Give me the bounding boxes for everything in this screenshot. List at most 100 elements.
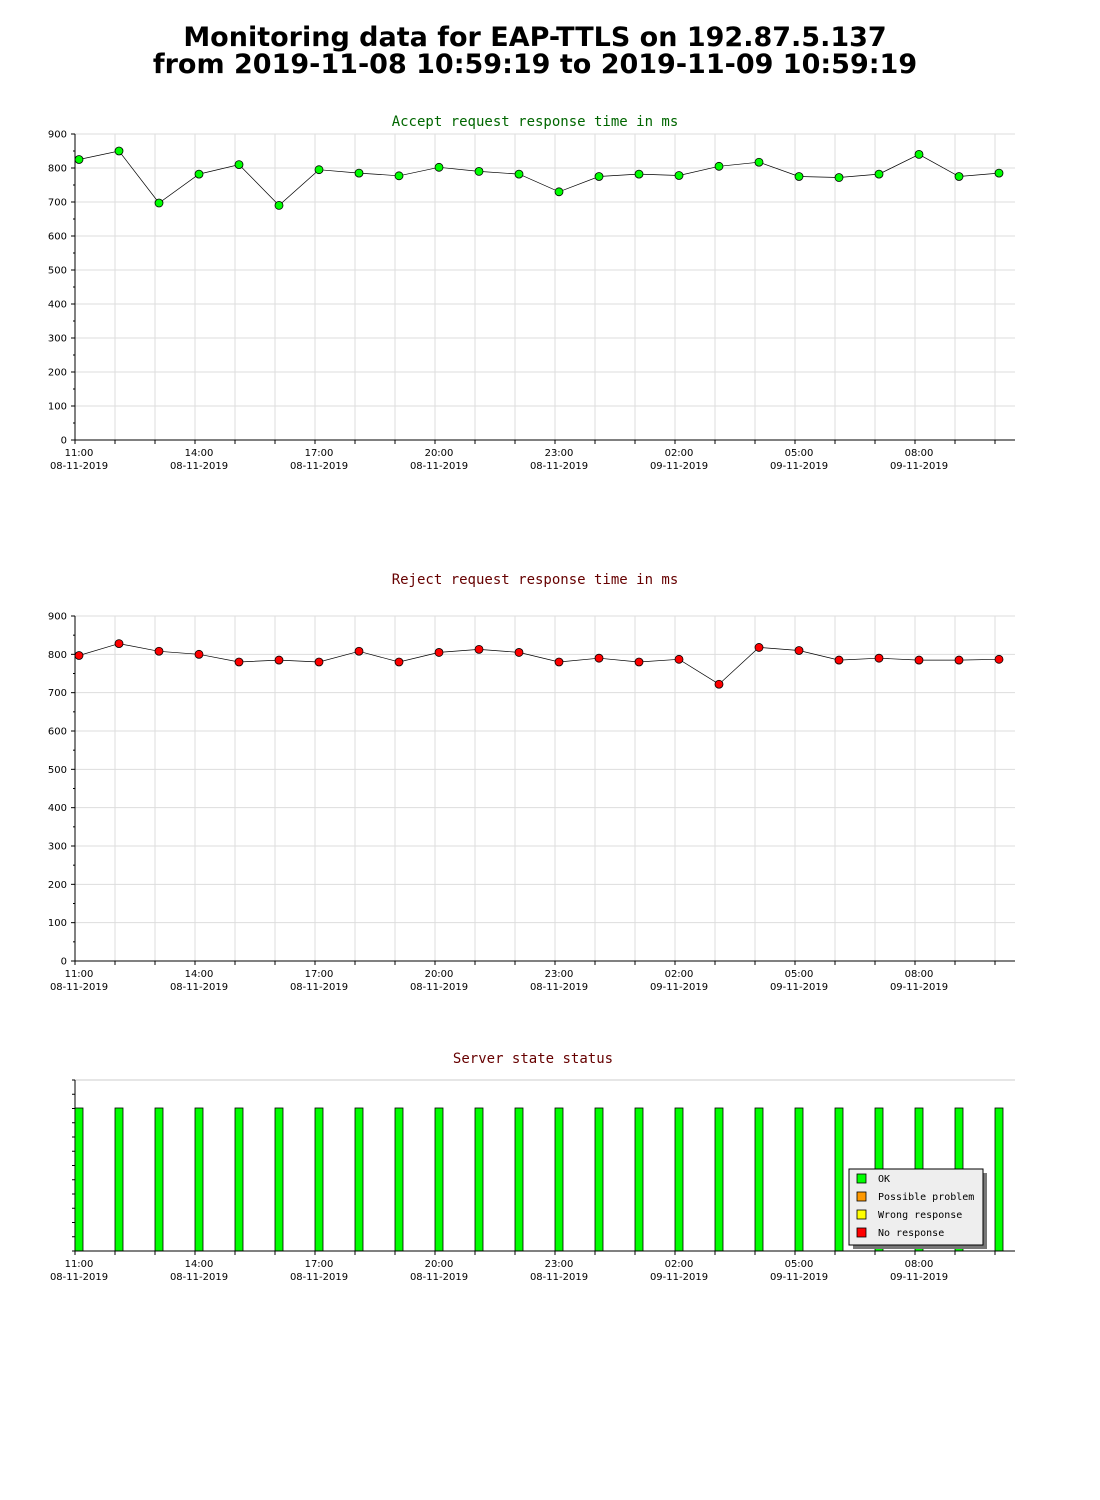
x-tick-date: 08-11-2019 bbox=[290, 982, 348, 990]
data-point bbox=[434, 162, 444, 172]
data-point bbox=[474, 167, 484, 176]
status-bar bbox=[274, 1107, 284, 1252]
legend-label: Wrong response bbox=[878, 1210, 962, 1221]
x-tick-label: 17:00 bbox=[305, 448, 334, 459]
legend-label: OK bbox=[878, 1174, 890, 1185]
x-tick-date: 08-11-2019 bbox=[50, 1272, 108, 1283]
reject-response-chart: Reject request response time in ms 0 100 20… bbox=[48, 572, 1015, 990]
x-tick-label: 14:00 bbox=[185, 1259, 214, 1270]
data-point bbox=[314, 657, 324, 667]
x-tick-label: 08:00 bbox=[905, 1259, 934, 1270]
y-tick-label: 300 bbox=[48, 842, 67, 853]
data-point bbox=[394, 171, 404, 181]
data-point bbox=[74, 651, 84, 660]
y-tick-label: 200 bbox=[48, 880, 67, 891]
data-point bbox=[594, 172, 604, 181]
data-point bbox=[994, 168, 1004, 178]
x-tick-label: 11:00 bbox=[65, 1259, 94, 1270]
data-point bbox=[634, 657, 644, 667]
data-point bbox=[394, 657, 404, 667]
data-point bbox=[874, 169, 884, 179]
y-tick-label: 500 bbox=[48, 765, 67, 776]
data-point bbox=[674, 171, 684, 180]
data-point bbox=[154, 646, 164, 656]
x-tick-date: 08-11-2019 bbox=[530, 982, 588, 990]
y-tick-label: 0 bbox=[61, 436, 67, 447]
data-point bbox=[594, 653, 604, 663]
x-tick-label: 05:00 bbox=[785, 969, 814, 980]
y-tick-label: 200 bbox=[48, 368, 67, 379]
x-tick-label: 11:00 bbox=[65, 969, 94, 980]
y-tick-label: 900 bbox=[48, 130, 67, 141]
data-point bbox=[954, 655, 964, 665]
x-tick-label: 14:00 bbox=[185, 448, 214, 459]
status-bar bbox=[194, 1107, 204, 1252]
status-bar bbox=[74, 1107, 84, 1252]
data-point bbox=[794, 646, 804, 655]
x-tick-label: 17:00 bbox=[305, 969, 334, 980]
data-point bbox=[714, 161, 724, 171]
data-point bbox=[554, 657, 564, 667]
x-tick-label: 08:00 bbox=[905, 448, 934, 459]
status-bar bbox=[114, 1107, 124, 1252]
data-point bbox=[514, 169, 524, 179]
x-tick-date: 08-11-2019 bbox=[170, 1272, 228, 1283]
y-tick-label: 700 bbox=[48, 198, 67, 209]
data-point bbox=[354, 168, 364, 178]
data-point bbox=[954, 172, 964, 181]
status-bar bbox=[714, 1107, 724, 1252]
x-tick-label: 05:00 bbox=[785, 1259, 814, 1270]
y-tick-label: 500 bbox=[48, 266, 67, 277]
legend-box bbox=[848, 1168, 984, 1246]
data-point bbox=[274, 655, 284, 665]
x-tick-label: 20:00 bbox=[425, 969, 454, 980]
legend-label: Possible problem bbox=[878, 1192, 974, 1203]
x-tick-date: 09-11-2019 bbox=[890, 982, 948, 990]
y-tick-label: 600 bbox=[48, 727, 67, 738]
y-tick-label: 400 bbox=[48, 803, 67, 814]
x-tick-date: 08-11-2019 bbox=[290, 1272, 348, 1283]
y-tick-label: 700 bbox=[48, 688, 67, 699]
legend-swatch bbox=[856, 1173, 867, 1184]
data-point bbox=[434, 648, 444, 657]
data-point bbox=[274, 201, 284, 210]
status-bar bbox=[674, 1107, 684, 1252]
x-tick-date: 09-11-2019 bbox=[650, 982, 708, 990]
x-tick-label: 05:00 bbox=[785, 448, 814, 459]
status-bar bbox=[834, 1107, 844, 1252]
data-point bbox=[634, 169, 644, 179]
x-tick-date: 09-11-2019 bbox=[770, 461, 828, 472]
x-tick-label: 23:00 bbox=[545, 448, 574, 459]
x-tick-date: 08-11-2019 bbox=[50, 982, 108, 990]
data-point bbox=[354, 646, 364, 656]
x-tick-date: 09-11-2019 bbox=[770, 982, 828, 990]
y-tick-label: 400 bbox=[48, 300, 67, 311]
status-bar bbox=[594, 1107, 604, 1252]
chart-title: Accept request response time in ms bbox=[392, 114, 679, 130]
y-tick-label: 800 bbox=[48, 164, 67, 175]
x-tick-date: 08-11-2019 bbox=[530, 1272, 588, 1283]
x-tick-date: 08-11-2019 bbox=[410, 1272, 468, 1283]
x-tick-date: 08-11-2019 bbox=[410, 982, 468, 990]
legend-swatch bbox=[856, 1191, 867, 1202]
data-point bbox=[194, 169, 204, 179]
x-tick-label: 14:00 bbox=[185, 969, 214, 980]
x-tick-date: 08-11-2019 bbox=[170, 461, 228, 472]
y-tick-label: 800 bbox=[48, 650, 67, 661]
x-tick-date: 08-11-2019 bbox=[530, 461, 588, 472]
data-point bbox=[554, 187, 564, 197]
data-point bbox=[314, 165, 324, 175]
x-tick-label: 17:00 bbox=[305, 1259, 334, 1270]
chart-title: Server state status bbox=[453, 1051, 613, 1067]
series-line bbox=[78, 643, 1000, 685]
y-tick-label: 100 bbox=[48, 402, 67, 413]
status-bar bbox=[634, 1107, 644, 1252]
x-tick-date: 09-11-2019 bbox=[770, 1272, 828, 1283]
y-tick-label: 300 bbox=[48, 334, 67, 345]
data-point bbox=[194, 649, 204, 659]
x-tick-label: 02:00 bbox=[665, 448, 694, 459]
x-tick-label: 20:00 bbox=[425, 1259, 454, 1270]
status-bar bbox=[794, 1107, 804, 1252]
status-bar bbox=[514, 1107, 524, 1252]
y-tick-label: 900 bbox=[48, 612, 67, 623]
